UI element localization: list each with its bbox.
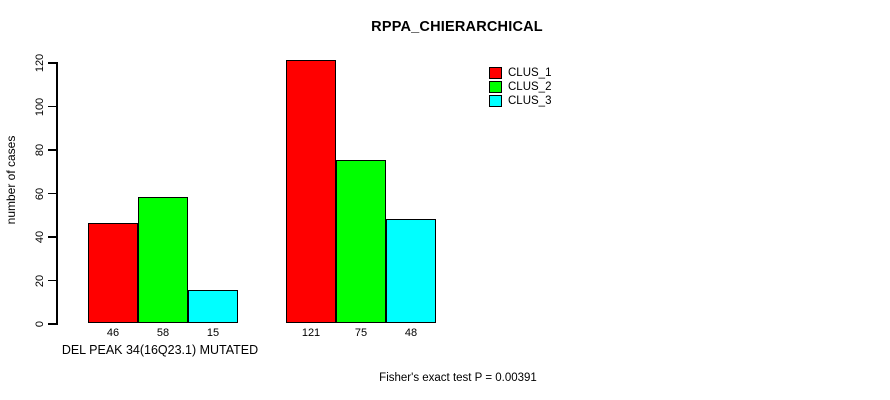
y-tick: [48, 149, 56, 151]
bar-clus_3-group1: [188, 290, 238, 323]
y-tick: [48, 236, 56, 238]
legend-label: CLUS_1: [508, 67, 552, 79]
y-tick-label: 100: [34, 97, 46, 116]
bar-clus_2-group2: [336, 160, 386, 323]
bar-value-label: 75: [354, 327, 368, 339]
x-group-label: DEL PEAK 34(16Q23.1) MUTATED: [61, 343, 259, 357]
y-tick-label: 0: [34, 320, 46, 328]
legend: CLUS_1 CLUS_2 CLUS_3: [489, 66, 551, 108]
y-tick-label: 60: [34, 187, 46, 200]
legend-swatch-icon: [489, 95, 502, 107]
y-tick: [48, 323, 56, 325]
legend-label: CLUS_2: [508, 81, 552, 93]
chart-title: RPPA_CHIERARCHICAL: [371, 19, 543, 35]
y-tick-label: 120: [34, 53, 46, 73]
y-tick: [48, 105, 56, 107]
y-tick: [48, 62, 56, 64]
y-tick: [48, 192, 56, 194]
bar-value-label: 58: [156, 327, 170, 339]
legend-swatch-icon: [489, 67, 502, 79]
y-tick: [48, 279, 56, 281]
y-tick-label: 80: [34, 143, 46, 157]
bar-clus_1-group2: [286, 60, 336, 323]
bar-clus_1-group1: [88, 223, 138, 323]
y-tick-label: 20: [34, 274, 46, 287]
y-tick-label: 40: [34, 230, 46, 244]
legend-label: CLUS_3: [508, 95, 552, 107]
legend-item: CLUS_1: [489, 66, 551, 80]
bar-value-label: 46: [106, 327, 120, 339]
y-axis-line: [56, 62, 58, 325]
bar-value-label: 48: [404, 327, 418, 339]
stat-annotation: Fisher's exact test P = 0.00391: [379, 372, 537, 384]
bar-value-label: 121: [301, 327, 321, 339]
legend-item: CLUS_3: [489, 94, 551, 108]
legend-item: CLUS_2: [489, 80, 551, 94]
bar-clus_2-group1: [138, 197, 188, 323]
bar-value-label: 15: [206, 327, 220, 339]
legend-swatch-icon: [489, 81, 502, 93]
y-axis-title: number of cases: [4, 135, 18, 225]
bar-clus_3-group2: [386, 219, 436, 323]
